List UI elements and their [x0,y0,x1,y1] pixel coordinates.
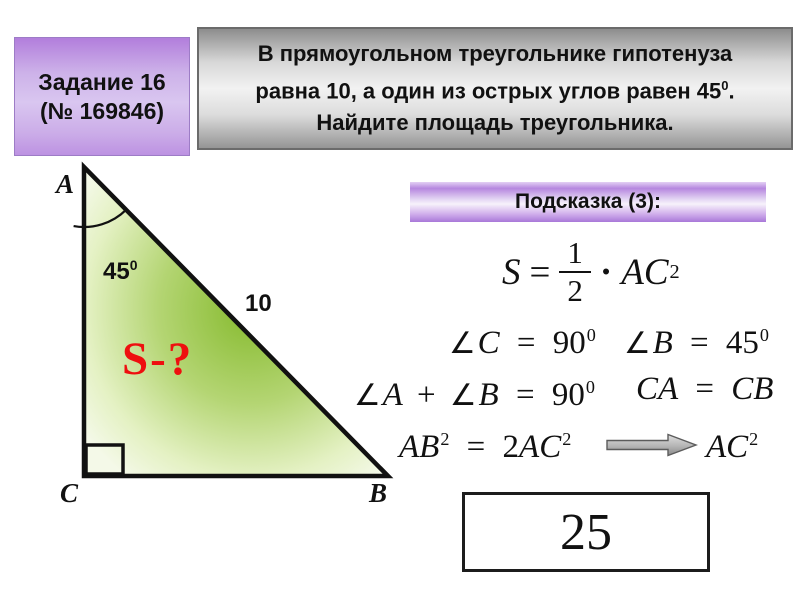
formula-angle-c-letter: C [477,325,500,361]
formula-area-exp: 2 [669,260,680,283]
multiplication-dot: · [599,251,613,293]
angle-icon: ∠ [449,326,476,361]
formula-area: S = 1 2 · AC 2 [502,228,680,316]
vertex-c-label: C [60,478,79,508]
equals-sign: = [695,371,715,407]
angle-icon: ∠ [449,378,477,413]
vertex-b-label: B [369,478,388,508]
hint-title: Подсказка (3): [515,190,661,213]
area-question-label: S-? [122,333,194,385]
degree-superscript: 0 [721,77,729,93]
formula-area-lhs: S [502,251,521,293]
formula-angle-b-value: 45 [725,325,759,361]
arrow-right-icon [606,433,698,462]
formula-pyth-lhs-exp: 2 [440,429,450,449]
formula-pyth-coef: 2 [502,429,520,465]
formula-angle-c-value: 90 [552,325,586,361]
formula-angle-b-letter: B [652,325,673,361]
answer-value: 25 [560,503,612,561]
angle-icon: ∠ [624,326,651,361]
equals-sign: = [529,251,551,293]
formula-angle-c: ∠C = 900 [449,315,596,364]
formula-result-base: AC [706,429,749,465]
problem-line2: равна 10, а один из острых углов равен 4… [255,70,734,107]
problem-line2-text: равна 10, а один из острых углов равен 4… [255,78,722,104]
angle-a-label: 450 [103,253,138,284]
formula-pyth-base: AC [519,429,562,465]
formula-angle-sum-exp: 0 [585,377,595,397]
problem-line3: Найдите площадь треугольника. [316,110,674,136]
formula-angle-b: ∠B = 450 [624,315,769,364]
formula-angle-b-exp: 0 [759,325,769,345]
right-angle-mark [84,443,125,476]
formula-pyth-lhs: AB [399,429,440,465]
formula-angle-c-exp: 0 [586,325,596,345]
task-number-box: Задание 16 (№ 169846) [14,37,190,156]
equals-sign: = [690,325,709,361]
vertex-a-label: A [56,169,75,199]
equals-sign: = [466,429,486,465]
formula-legs-lhs: CA [636,371,679,407]
angle-a-sup: 0 [129,257,138,273]
task-id: (№ 169846) [39,97,165,124]
triangle-diagram [73,161,394,479]
task-title: Задание 16 [38,68,166,95]
hint-title-band: Подсказка (3): [410,182,766,222]
formula-angle-sum-letter1: A [382,377,403,413]
formula-angle-sum: ∠A + ∠B = 900 [354,367,595,416]
plus-sign: + [417,377,436,413]
problem-line2-period: . [728,78,735,104]
formula-result-exp: 2 [749,429,759,449]
formula-area-base: AC [621,251,669,293]
formula-result: AC2 [706,419,758,467]
equals-sign: = [516,325,536,361]
fraction-denominator: 2 [567,273,583,308]
equals-sign: = [515,377,535,413]
formula-pythagoras: AB2 = 2AC2 [399,419,571,467]
triangle-shape [81,161,394,479]
formula-legs-rhs: CB [731,371,774,407]
formula-angle-sum-value: 90 [551,377,585,413]
hypotenuse-label: 10 [245,290,272,317]
fraction-one-half: 1 2 [559,236,591,308]
angle-a-value: 45 [103,258,130,285]
angle-arc [73,209,127,229]
angle-icon: ∠ [354,378,381,413]
problem-line1: В прямоугольном треугольнике гипотенуза [257,40,733,66]
fraction-numerator: 1 [559,236,591,273]
formula-legs-equal: CA = CB [636,369,773,409]
formula-pyth-exp: 2 [562,429,572,449]
problem-statement-box: В прямоугольном треугольнике гипотенуза … [197,27,793,150]
answer-box: 25 [462,492,710,572]
formula-angle-sum-letter2: B [478,377,499,413]
